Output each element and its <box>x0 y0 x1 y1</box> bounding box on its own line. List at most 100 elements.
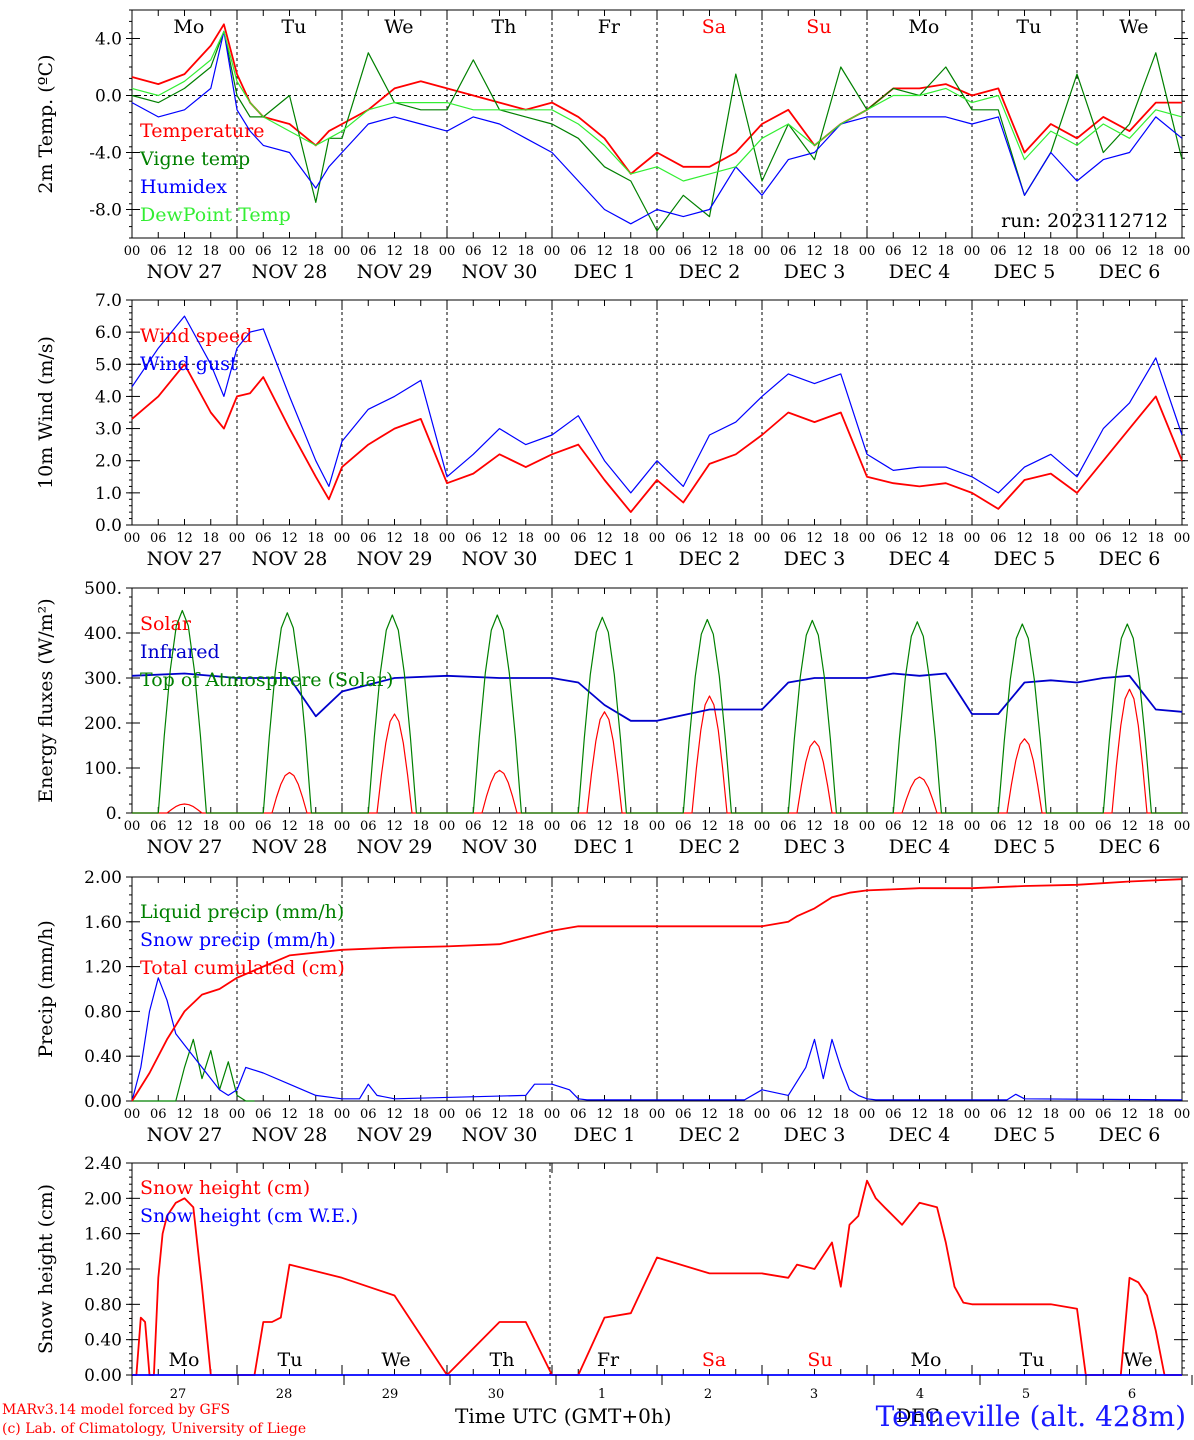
x-hour-label: 12 <box>386 244 403 259</box>
x-hour-label: 06 <box>465 1107 482 1122</box>
x-day-label: DEC 1 <box>574 548 636 570</box>
x-hour-label: 12 <box>1016 531 1033 546</box>
x-hour-label: 12 <box>491 1107 508 1122</box>
x-hour-label: 12 <box>911 1107 928 1122</box>
x-hour-label: 06 <box>150 531 167 546</box>
x-hour-label: 18 <box>832 244 849 259</box>
legend-entry: Top of Atmosphere (Solar) <box>140 669 393 691</box>
x-hour-label: 12 <box>386 819 403 834</box>
x-day-label: DEC 4 <box>889 548 951 570</box>
y-tick-label: 400. <box>84 624 122 644</box>
x-hour-label: 12 <box>701 1107 718 1122</box>
x-hour-label: 18 <box>832 1107 849 1122</box>
x-hour-label: 06 <box>990 1107 1007 1122</box>
x-hour-label: 00 <box>859 819 876 834</box>
x-hour-label: 12 <box>176 819 193 834</box>
y-tick-label: 0. <box>106 804 122 824</box>
x-hour-label: 06 <box>255 531 272 546</box>
x-hour-label: 12 <box>1121 1107 1138 1122</box>
bottom-weekday-label: Tu <box>278 1349 303 1371</box>
x-hour-label: 12 <box>176 531 193 546</box>
x-hour-label: 00 <box>1174 244 1191 259</box>
y-tick-label: 0.80 <box>84 1002 122 1022</box>
x-hour-label: 06 <box>150 819 167 834</box>
x-hour-label: 06 <box>465 244 482 259</box>
x-day-label: DEC 5 <box>994 548 1056 570</box>
x-hour-label: 18 <box>517 244 534 259</box>
y-tick-label: 0.40 <box>84 1331 122 1351</box>
legend-entry: Total cumulated (cm) <box>140 957 345 979</box>
x-hour-label: 12 <box>701 819 718 834</box>
x-day-label: DEC 2 <box>679 261 741 283</box>
x-day-label: DEC 1 <box>574 1124 636 1146</box>
bottom-date-label: 29 <box>382 1387 399 1402</box>
x-hour-label: 12 <box>911 244 928 259</box>
x-hour-label: 18 <box>937 1107 954 1122</box>
x-day-label: NOV 30 <box>462 548 538 570</box>
x-hour-label: 18 <box>622 819 639 834</box>
series-line-1 <box>131 977 1183 1102</box>
series-line-1 <box>131 672 1183 722</box>
x-hour-label: 00 <box>649 531 666 546</box>
weekday-label: Sa <box>702 16 726 38</box>
series-line-2 <box>131 878 1183 1102</box>
x-day-label: DEC 5 <box>994 261 1056 283</box>
bottom-weekday-label: Sa <box>702 1349 726 1371</box>
y-tick-label: 2.00 <box>84 868 122 888</box>
x-hour-label: 00 <box>964 244 981 259</box>
x-hour-label: 12 <box>1121 531 1138 546</box>
x-hour-label: 00 <box>439 244 456 259</box>
x-hour-label: 00 <box>754 244 771 259</box>
x-hour-label: 00 <box>124 1107 141 1122</box>
time-axis-label: Time UTC (GMT+0h) <box>455 1404 672 1428</box>
x-day-label: NOV 30 <box>462 1124 538 1146</box>
x-hour-label: 00 <box>439 531 456 546</box>
weekday-label: We <box>1119 16 1148 38</box>
bottom-weekday-label: Fr <box>597 1349 620 1371</box>
y-tick-label: 500. <box>84 579 122 599</box>
station-name: Tenneville (alt. 428m) <box>875 1400 1186 1433</box>
x-hour-label: 12 <box>491 819 508 834</box>
bottom-weekday-label: Th <box>490 1349 515 1371</box>
x-hour-label: 18 <box>727 819 744 834</box>
x-hour-label: 18 <box>727 531 744 546</box>
x-hour-label: 18 <box>622 531 639 546</box>
bottom-weekday-label: Tu <box>1020 1349 1045 1371</box>
bottom-date-label: 28 <box>276 1387 293 1402</box>
bottom-date-label: 6 <box>1128 1387 1136 1402</box>
x-hour-label: 06 <box>150 244 167 259</box>
bottom-date-label: 30 <box>488 1387 505 1402</box>
y-tick-label: -8.0 <box>89 201 122 221</box>
x-hour-label: 18 <box>727 244 744 259</box>
x-day-label: DEC 2 <box>679 836 741 858</box>
bottom-weekday-label: Mo <box>169 1349 200 1371</box>
x-hour-label: 18 <box>1147 1107 1164 1122</box>
y-tick-label: 4.0 <box>95 30 122 50</box>
x-hour-label: 06 <box>255 1107 272 1122</box>
x-hour-label: 12 <box>491 244 508 259</box>
x-hour-label: 18 <box>307 819 324 834</box>
y-axis-label: 2m Temp. (ºC) <box>35 54 57 193</box>
x-hour-label: 18 <box>1042 1107 1059 1122</box>
x-day-label: DEC 5 <box>994 836 1056 858</box>
x-hour-label: 00 <box>229 1107 246 1122</box>
x-day-label: NOV 29 <box>357 1124 433 1146</box>
x-hour-label: 06 <box>780 531 797 546</box>
bottom-month-label: DEC <box>896 1405 940 1427</box>
legend-entry: Vigne temp <box>139 148 250 170</box>
x-hour-label: 12 <box>911 531 928 546</box>
legend-entry: Snow height (cm W.E.) <box>140 1205 358 1227</box>
y-tick-label: -4.0 <box>89 144 122 164</box>
bottom-weekday-label: Mo <box>911 1349 942 1371</box>
x-hour-label: 00 <box>754 531 771 546</box>
x-hour-label: 00 <box>334 531 351 546</box>
y-tick-label: 7.0 <box>95 291 122 311</box>
x-hour-label: 00 <box>1069 1107 1086 1122</box>
x-hour-label: 12 <box>386 1107 403 1122</box>
panel-frame <box>131 299 1183 526</box>
x-hour-label: 06 <box>990 819 1007 834</box>
x-hour-label: 12 <box>1016 244 1033 259</box>
x-hour-label: 06 <box>885 1107 902 1122</box>
bottom-date-label: 2 <box>704 1387 712 1402</box>
x-hour-label: 18 <box>937 819 954 834</box>
